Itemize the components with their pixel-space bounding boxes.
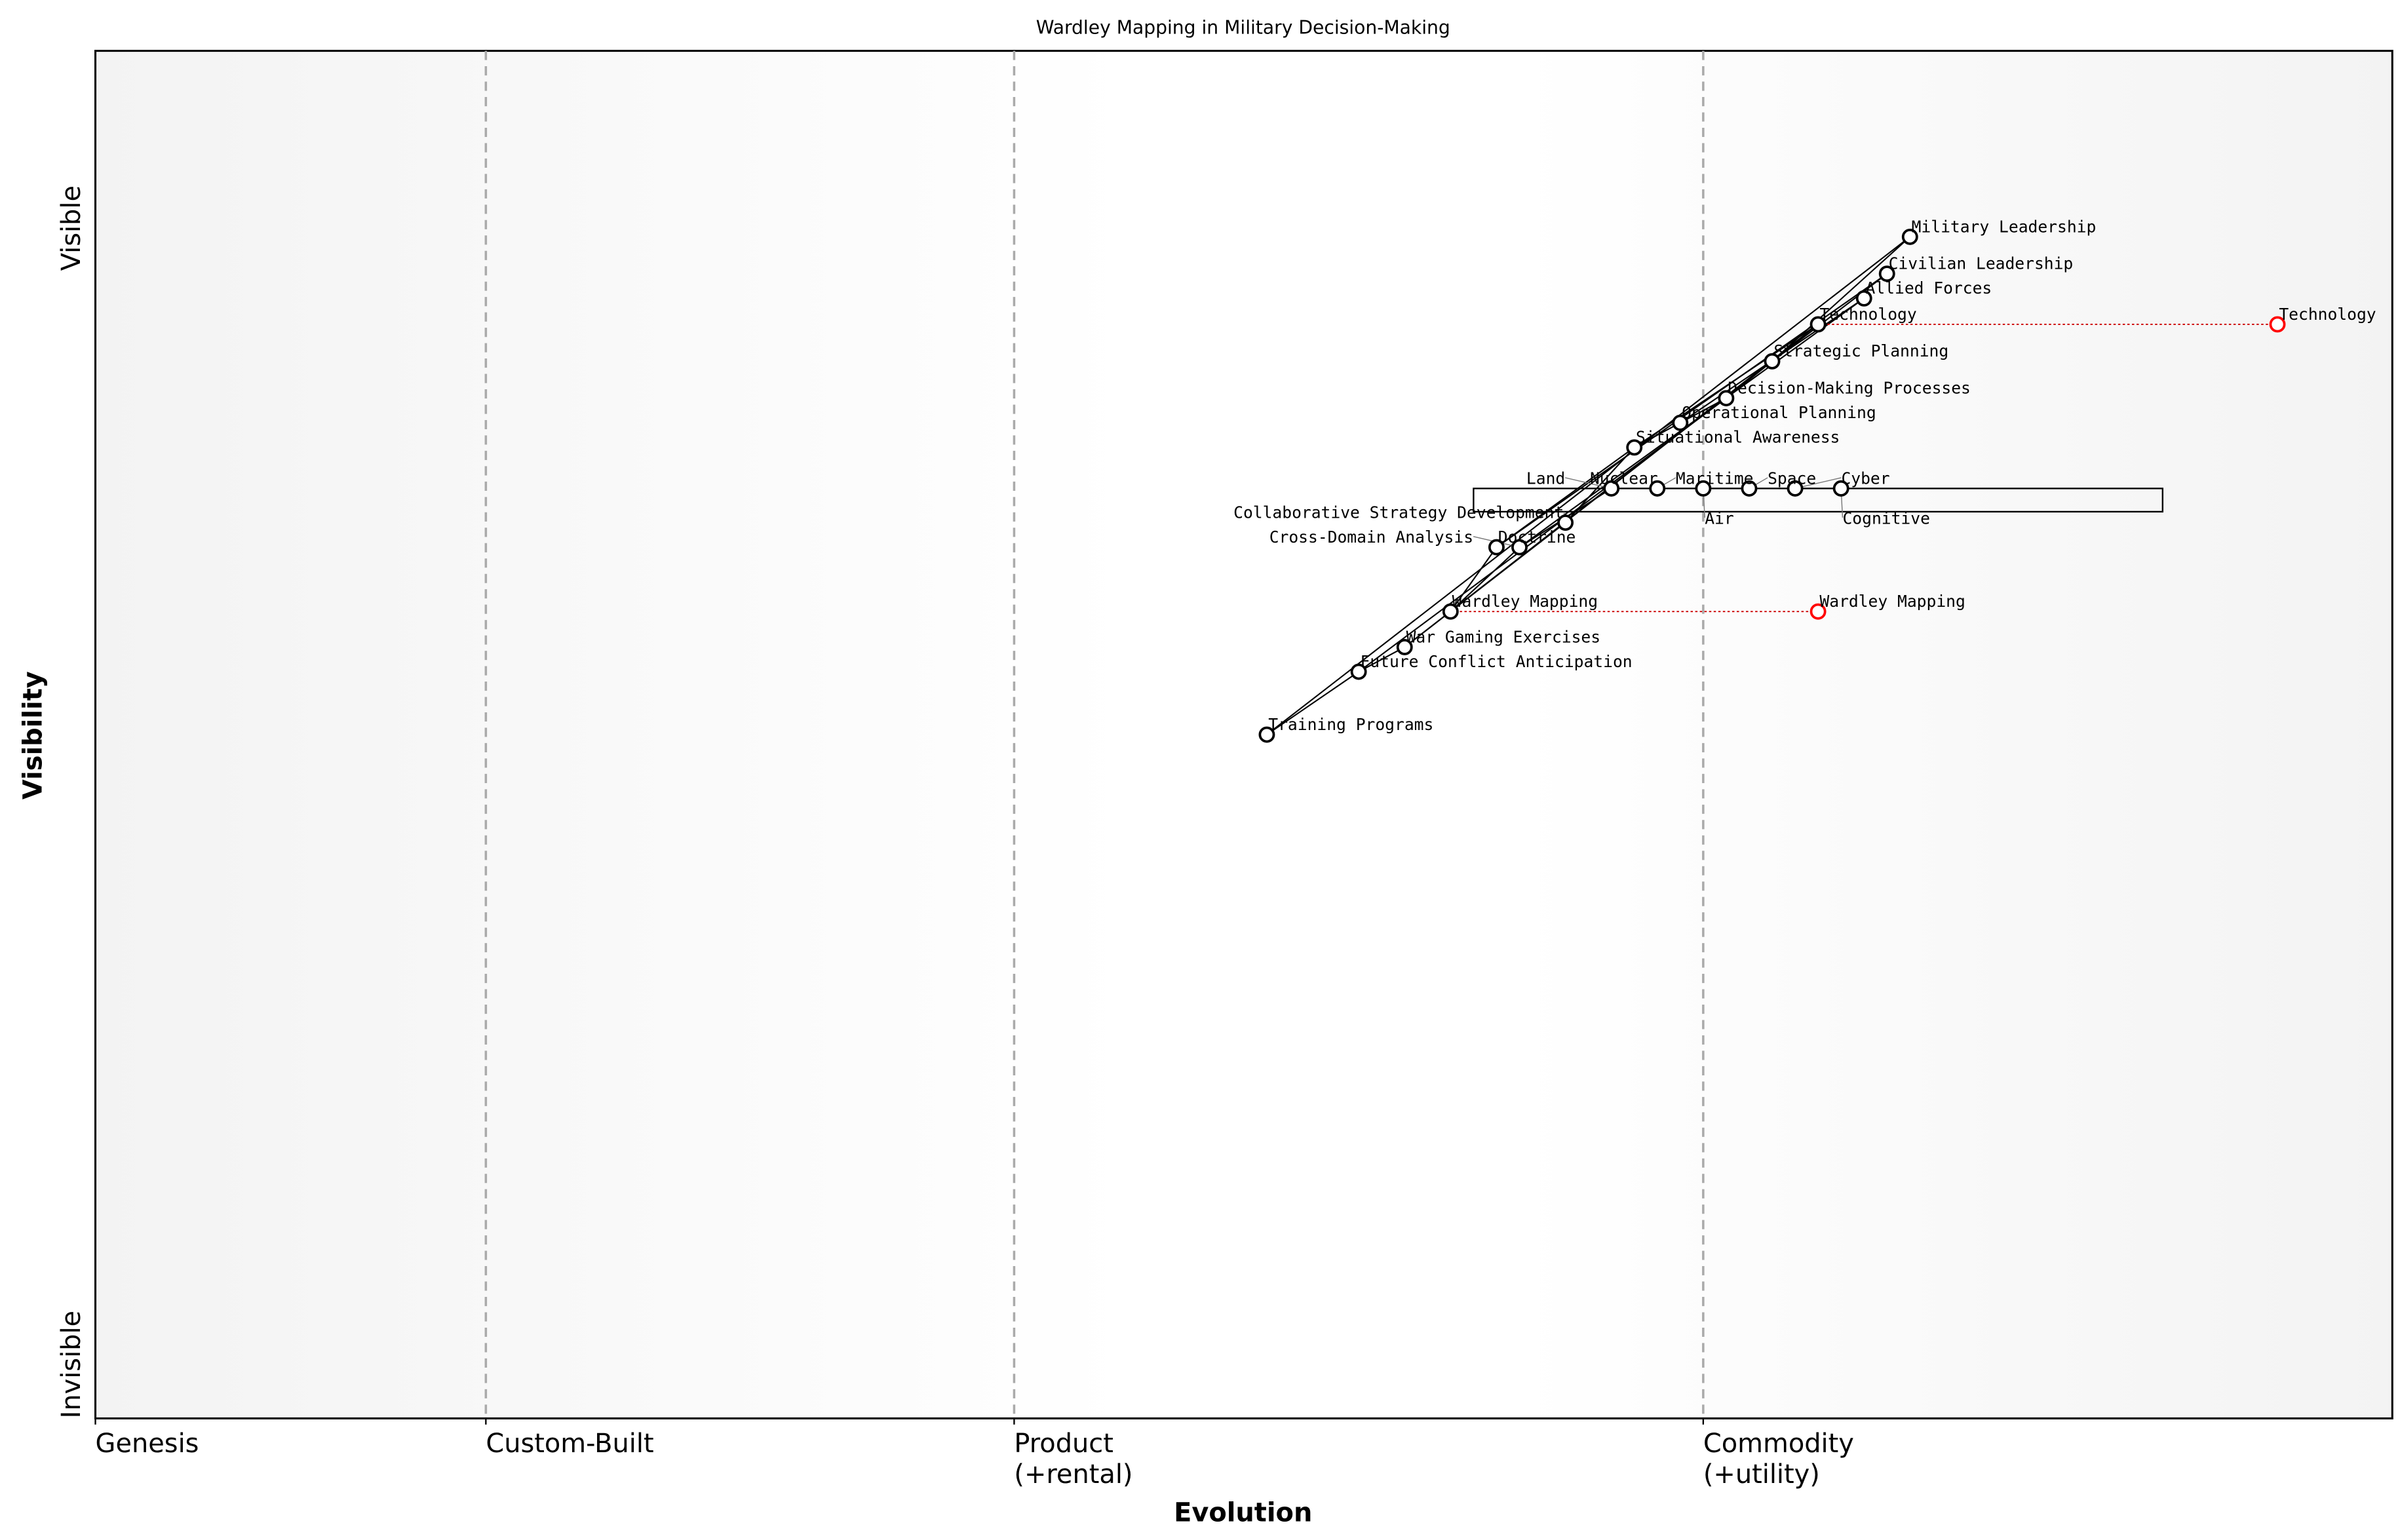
evolved-node: [1810, 603, 1827, 620]
component-node: [1764, 353, 1781, 370]
chart-title: Wardley Mapping in Military Decision-Mak…: [1036, 17, 1450, 39]
component-label: Cross-Domain Analysis: [1269, 528, 1473, 547]
dependency-link: [1771, 273, 1887, 362]
component-label: Situational Awareness: [1636, 428, 1840, 447]
dependency-link: [1358, 646, 1405, 672]
component-label: Cognitive: [1842, 509, 1929, 528]
component-node: [1787, 480, 1804, 497]
x-tick-label: Product (+rental): [1014, 1429, 1132, 1490]
component-label: Future Conflict Anticipation: [1360, 652, 1632, 671]
component-node: [1626, 439, 1643, 456]
component-node: [1810, 316, 1827, 333]
component-node: [1396, 639, 1413, 655]
component-label: Allied Forces: [1866, 279, 1992, 298]
component-label: Decision-Making Processes: [1728, 379, 1971, 398]
component-label: Operational Planning: [1682, 403, 1876, 422]
dependency-link: [1450, 547, 1520, 612]
evolved-node: [2269, 316, 2286, 333]
x-tick-label: Genesis: [96, 1429, 199, 1459]
pipeline-box: [1473, 488, 2163, 513]
component-node: [1488, 539, 1505, 556]
dependency-link: [1266, 671, 1359, 735]
dependency-link: [1450, 547, 1498, 612]
y-top-label: Visible: [56, 185, 87, 271]
dependency-link: [1634, 324, 1819, 448]
dependency-link: [1266, 236, 1910, 735]
y-axis-label: Visibility: [18, 671, 48, 799]
dependency-link: [1358, 397, 1727, 672]
dependency-link: [1496, 446, 1635, 548]
component-node: [1603, 480, 1620, 497]
component-label: Doctrine: [1498, 528, 1576, 547]
dependency-link: [1404, 611, 1451, 648]
component-node: [1718, 390, 1735, 407]
x-tick-label: Commodity (+utility): [1703, 1429, 1854, 1490]
component-node: [1557, 514, 1574, 531]
dependency-link: [1634, 422, 1681, 448]
component-node: [1878, 265, 1895, 282]
component-node: [1855, 290, 1872, 307]
component-label: Military Leadership: [1912, 217, 2097, 236]
dependency-link: [1450, 522, 1566, 613]
x-tick-label: Custom-Built: [486, 1429, 653, 1459]
component-label: Space: [1768, 469, 1816, 488]
component-node: [1350, 663, 1367, 680]
evolved-node-label: Wardley Mapping: [1819, 592, 1965, 611]
component-node: [1695, 480, 1712, 497]
component-label: Civilian Leadership: [1889, 254, 2074, 273]
component-label: Maritime: [1676, 469, 1754, 488]
dependency-link: [1680, 397, 1727, 424]
component-label: Strategic Planning: [1773, 341, 1948, 360]
y-bottom-label: Invisible: [56, 1311, 87, 1419]
component-node: [1649, 480, 1666, 497]
component-label: Nuclear: [1590, 469, 1658, 488]
component-node: [1741, 480, 1758, 497]
component-label: Training Programs: [1268, 715, 1433, 734]
component-label: Air: [1705, 509, 1733, 528]
component-label: Land: [1526, 469, 1565, 488]
component-label: Collaborative Strategy Development: [1233, 503, 1564, 522]
component-node: [1901, 228, 1918, 245]
plot-area: [94, 50, 2393, 1419]
component-node: [1511, 539, 1528, 556]
component-node: [1672, 414, 1689, 431]
component-node: [1442, 603, 1459, 620]
evolved-node-label: Technology: [2279, 305, 2376, 324]
component-label: Wardley Mapping: [1452, 592, 1598, 611]
x-axis-label: Evolution: [1174, 1498, 1312, 1528]
component-label: Technology: [1819, 305, 1916, 324]
component-label: Cyber: [1841, 469, 1889, 488]
component-node: [1832, 480, 1849, 497]
component-label: War Gaming Exercises: [1406, 627, 1601, 646]
component-node: [1258, 726, 1275, 743]
